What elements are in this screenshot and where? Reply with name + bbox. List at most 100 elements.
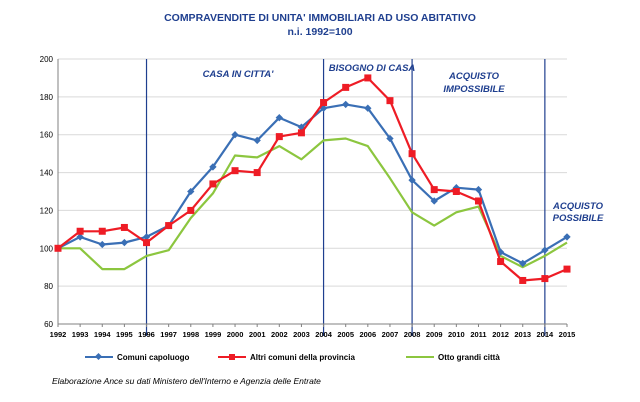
data-point	[187, 187, 195, 196]
data-point	[98, 227, 106, 235]
data-point	[120, 238, 129, 247]
data-point	[143, 239, 151, 247]
y-tick-label: 60	[44, 320, 53, 329]
data-point	[430, 186, 438, 194]
legend-label: Comuni capoluogo	[117, 353, 190, 362]
data-point	[497, 258, 505, 266]
x-tick-label: 2014	[537, 330, 555, 339]
x-tick-label: 2003	[293, 330, 310, 339]
x-tick-label: 2004	[315, 330, 333, 339]
data-point	[120, 223, 128, 231]
x-tick-label: 2007	[382, 330, 399, 339]
data-point	[519, 276, 527, 284]
x-tick-label: 2015	[559, 330, 576, 339]
annotation-bisogno-di-casa: BISOGNO DI CASA	[329, 63, 416, 74]
x-tick-label: 1997	[160, 330, 177, 339]
annotation-possibile: POSSIBILE	[553, 213, 604, 224]
data-point	[297, 129, 305, 137]
x-tick-label: 1994	[94, 330, 112, 339]
data-point	[253, 136, 261, 145]
y-tick-label: 160	[40, 131, 54, 140]
data-point	[253, 169, 261, 177]
x-tick-label: 2012	[492, 330, 509, 339]
period-dividers	[145, 59, 546, 336]
x-tick-label: 2010	[448, 330, 465, 339]
data-point	[209, 163, 217, 171]
x-tick-label: 1999	[205, 330, 222, 339]
y-tick-label: 200	[40, 55, 54, 64]
chart-subtitle: n.i. 1992=100	[287, 26, 352, 38]
data-point	[563, 265, 571, 273]
legend-item-altri-comuni: Altri comuni della provincia	[218, 353, 355, 362]
series-altri-comuni-della-provincia	[54, 74, 571, 284]
series-line	[57, 103, 568, 265]
data-point	[541, 275, 549, 283]
series-otto-grandi-citt	[58, 137, 568, 271]
data-point	[275, 114, 283, 122]
chart-title: COMPRAVENDITE DI UNITA' IMMOBILIARI AD U…	[164, 12, 476, 24]
data-point	[364, 74, 372, 82]
series-line	[57, 76, 568, 282]
x-tick-label: 1996	[138, 330, 155, 339]
data-point	[386, 97, 394, 105]
x-tick-label: 1995	[116, 330, 133, 339]
y-tick-label: 140	[40, 169, 54, 178]
annotation-acquisto-2: ACQUISTO	[552, 201, 604, 212]
legend-square-marker	[229, 354, 235, 360]
data-point	[408, 150, 416, 158]
annotation-impossibile: IMPOSSIBILE	[443, 84, 505, 95]
data-point	[142, 233, 151, 241]
data-point	[76, 233, 84, 241]
data-point	[452, 188, 460, 195]
data-point	[474, 185, 483, 194]
period-annotations: CASA IN CITTA' BISOGNO DI CASA ACQUISTO …	[203, 63, 604, 224]
legend-item-otto-grandi-citta: Otto grandi città	[406, 353, 500, 362]
x-tick-label: 1998	[182, 330, 199, 339]
y-tick-label: 120	[40, 206, 54, 215]
data-point	[209, 180, 217, 188]
data-point	[231, 167, 239, 175]
data-point	[320, 99, 328, 107]
x-tick-label: 1992	[50, 330, 67, 339]
x-tick-label: 1993	[72, 330, 89, 339]
data-point	[98, 240, 106, 249]
data-point	[54, 244, 62, 252]
data-point	[187, 206, 195, 214]
data-point	[342, 83, 350, 91]
data-point	[541, 246, 549, 254]
legend-diamond-marker	[94, 352, 103, 361]
x-tick-label: 2006	[359, 330, 376, 339]
x-tick-label: 2008	[404, 330, 421, 339]
data-point	[231, 131, 239, 139]
y-tick-label: 80	[44, 282, 53, 291]
gridlines	[58, 58, 567, 287]
data-point	[76, 227, 84, 235]
x-tick-label: 2011	[470, 330, 486, 339]
legend-item-comuni-capoluogo: Comuni capoluogo	[85, 352, 190, 362]
x-tick-label: 2000	[227, 330, 244, 339]
source-note: Elaborazione Ance su dati Ministero dell…	[52, 376, 321, 386]
axes: 60 80 100 120 140 160 180 200 1992 1993 1994 1995 19…	[40, 55, 576, 339]
data-point	[364, 104, 372, 112]
y-tick-label: 180	[40, 93, 54, 102]
x-tick-label: 2005	[337, 330, 354, 339]
data-point	[474, 197, 482, 205]
legend-label: Altri comuni della provincia	[250, 353, 355, 362]
annotation-casa-in-citta: CASA IN CITTA'	[203, 69, 275, 80]
data-point	[165, 222, 173, 230]
y-tick-label: 100	[40, 244, 54, 253]
x-tick-label: 2013	[514, 330, 531, 339]
series-line	[58, 137, 568, 271]
legend: Comuni capoluogo Altri comuni della prov…	[85, 352, 500, 362]
data-point	[275, 133, 283, 141]
legend-label: Otto grandi città	[438, 353, 500, 362]
x-tick-label: 2002	[271, 330, 288, 339]
x-tick-label: 2001	[249, 330, 266, 339]
data-point	[563, 233, 571, 241]
data-point	[519, 259, 527, 268]
data-point	[342, 100, 350, 109]
x-tick-label: 2009	[426, 330, 443, 339]
annotation-acquisto-1: ACQUISTO	[448, 71, 500, 82]
series-lines	[54, 74, 571, 284]
